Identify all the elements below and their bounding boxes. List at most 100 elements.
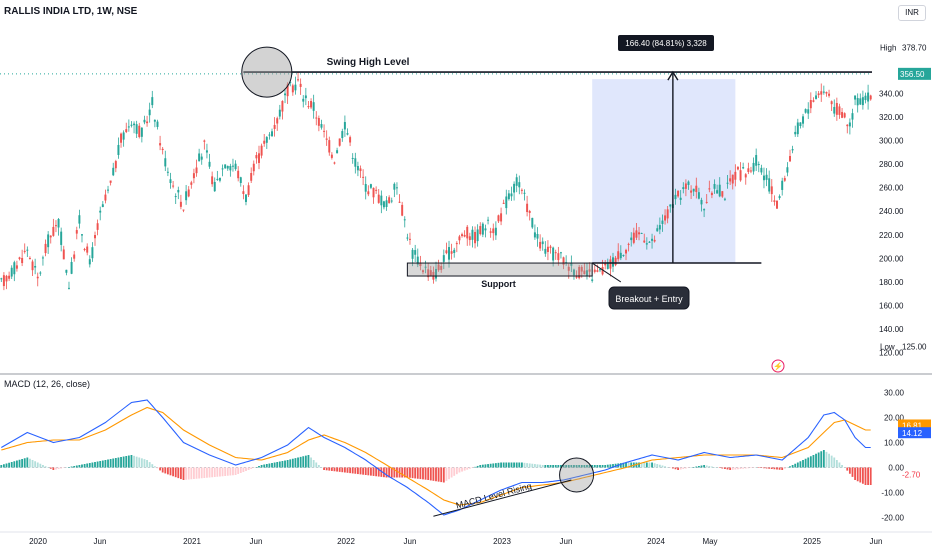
candle-body — [159, 143, 162, 146]
candle-body — [307, 106, 310, 108]
macd-histogram-bar — [151, 464, 154, 468]
candle-body — [185, 191, 188, 201]
candle-body — [518, 182, 521, 188]
candle-body — [401, 204, 404, 216]
candle-body — [156, 121, 159, 127]
candle-body — [255, 155, 258, 159]
candle-body — [684, 183, 687, 189]
candle-body — [729, 178, 732, 182]
macd-histogram-bar — [182, 467, 185, 480]
macd-histogram-bar — [164, 467, 167, 474]
candle-body — [239, 177, 242, 183]
currency-button[interactable]: INR — [898, 5, 926, 21]
candle-body — [643, 240, 646, 243]
macd-histogram-bar — [648, 462, 651, 468]
candle-body — [786, 167, 789, 173]
candle-body — [161, 148, 164, 151]
candle-body — [26, 249, 29, 251]
macd-histogram-bar — [765, 467, 768, 469]
macd-histogram-bar — [645, 462, 648, 468]
support-box — [406, 262, 593, 277]
macd-histogram-bar — [861, 467, 864, 484]
candle-body — [13, 262, 16, 275]
macd-rising-label: MACD Level Rising — [455, 481, 533, 511]
candle-body — [783, 178, 786, 181]
candle-body — [192, 173, 195, 179]
macd-histogram-bar — [820, 451, 823, 468]
macd-histogram-bar — [778, 467, 781, 470]
macd-histogram-bar — [570, 465, 573, 468]
time-tick-label: Jun — [870, 537, 883, 546]
candle-body — [520, 189, 523, 191]
candle-body — [36, 276, 39, 279]
macd-histogram-bar — [580, 465, 583, 468]
macd-histogram-bar — [835, 460, 838, 468]
candle-body — [856, 98, 859, 106]
macd-histogram-bar — [26, 457, 29, 468]
candle-body — [666, 209, 669, 219]
macd-histogram-bar — [622, 462, 625, 468]
macd-histogram-bar — [232, 467, 234, 476]
candle-body — [421, 270, 424, 273]
macd-histogram-bar — [8, 462, 11, 468]
macd-histogram-bar — [416, 467, 419, 479]
candle-body — [474, 231, 477, 244]
candle-body — [848, 122, 851, 127]
macd-histogram-bar — [55, 467, 57, 470]
macd-histogram-bar — [250, 467, 253, 469]
macd-histogram-bar — [320, 467, 323, 468]
candle-body — [807, 109, 810, 114]
candle-body — [164, 158, 167, 167]
candle-body — [252, 163, 255, 172]
macd-histogram-bar — [708, 466, 711, 468]
candle-body — [570, 262, 573, 266]
macd-histogram-bar — [263, 464, 266, 468]
symbol-title: RALLIS INDIA LTD, 1W, NSE — [4, 6, 138, 17]
macd-histogram-bar — [143, 459, 146, 468]
candle-body — [47, 234, 50, 248]
macd-histogram-bar — [62, 467, 65, 468]
macd-histogram-bar — [794, 463, 797, 468]
macd-histogram-bar — [752, 467, 755, 468]
high-value: 378.70 — [902, 44, 927, 53]
macd-histogram-bar — [364, 467, 367, 475]
macd-histogram-bar — [390, 467, 393, 478]
candle-body — [398, 201, 401, 203]
macd-value: 14.12 — [902, 429, 923, 438]
candle-body — [791, 149, 794, 151]
candle-body — [760, 167, 763, 173]
macd-histogram-bar — [492, 463, 495, 468]
candle-body — [429, 270, 432, 276]
candle-body — [762, 175, 765, 181]
macd-histogram-bar — [711, 466, 713, 468]
candle-body — [695, 185, 698, 193]
macd-histogram-bar — [330, 467, 333, 471]
candle-body — [630, 237, 633, 241]
macd-histogram-bar — [427, 467, 430, 480]
candle-body — [122, 132, 125, 140]
time-tick-label: 2023 — [493, 537, 511, 546]
candle-body — [78, 215, 81, 224]
macd-histogram-bar — [497, 462, 500, 468]
macd-histogram-bar — [591, 465, 594, 468]
candle-body — [216, 178, 219, 180]
candle-body — [653, 239, 656, 242]
candle-body — [731, 174, 734, 184]
candle-body — [572, 269, 575, 276]
candle-body — [705, 201, 708, 203]
candle-body — [557, 253, 560, 261]
macd-histogram-bar — [281, 461, 284, 468]
candle-body — [18, 257, 21, 259]
macd-histogram-bar — [833, 457, 836, 468]
macd-histogram-bar — [18, 459, 21, 468]
macd-histogram-bar — [466, 467, 469, 470]
candle-body — [669, 204, 672, 207]
macd-histogram-bar — [49, 467, 52, 469]
macd-histogram-bar — [453, 467, 456, 476]
candle-body — [15, 265, 18, 269]
macd-histogram-bar — [534, 464, 536, 468]
candle-body — [8, 275, 11, 279]
macd-histogram-bar — [770, 467, 773, 469]
lightning-badge — [771, 359, 785, 373]
